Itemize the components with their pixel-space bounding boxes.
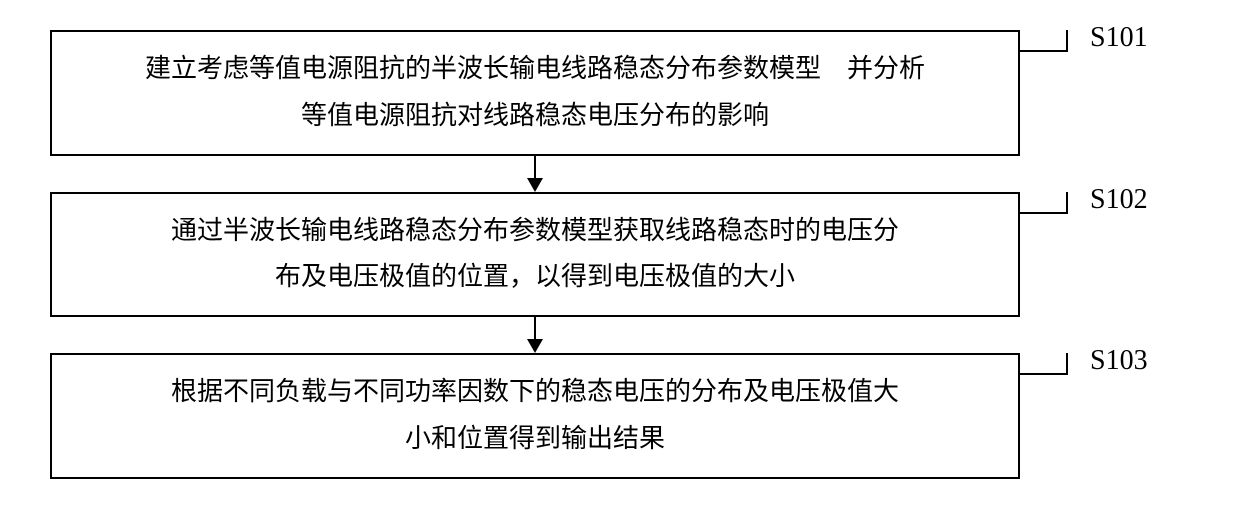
node-text-line: 等值电源阻抗对线路稳态电压分布的影响	[301, 93, 769, 140]
arrow-s101-s102	[50, 156, 1020, 192]
node-text-line: 建立考虑等值电源阻抗的半波长输电线路稳态分布参数模型 并分析	[145, 46, 925, 93]
node-row-2: 通过半波长输电线路稳态分布参数模型获取线路稳态时的电压分 布及电压极值的位置，以…	[50, 192, 1190, 318]
arrow-s102-s103	[50, 317, 1020, 353]
flowchart-node-s103: 根据不同负载与不同功率因数下的稳态电压的分布及电压极值大 小和位置得到输出结果	[50, 353, 1020, 479]
node-label-s101: S101	[1090, 22, 1148, 54]
node-text-line: 小和位置得到输出结果	[405, 416, 665, 463]
arrow-head-icon	[527, 178, 543, 192]
node-label-s102: S102	[1090, 184, 1148, 216]
node-text-line: 根据不同负载与不同功率因数下的稳态电压的分布及电压极值大	[171, 369, 899, 416]
label-connector	[1020, 30, 1068, 52]
arrow-head-icon	[527, 339, 543, 353]
label-connector	[1020, 192, 1068, 214]
flowchart-node-s102: 通过半波长输电线路稳态分布参数模型获取线路稳态时的电压分 布及电压极值的位置，以…	[50, 192, 1020, 318]
flowchart-container: 建立考虑等值电源阻抗的半波长输电线路稳态分布参数模型 并分析 等值电源阻抗对线路…	[50, 30, 1190, 479]
label-connector	[1020, 353, 1068, 375]
node-row-1: 建立考虑等值电源阻抗的半波长输电线路稳态分布参数模型 并分析 等值电源阻抗对线路…	[50, 30, 1190, 156]
node-row-3: 根据不同负载与不同功率因数下的稳态电压的分布及电压极值大 小和位置得到输出结果 …	[50, 353, 1190, 479]
flowchart-node-s101: 建立考虑等值电源阻抗的半波长输电线路稳态分布参数模型 并分析 等值电源阻抗对线路…	[50, 30, 1020, 156]
node-text-line: 布及电压极值的位置，以得到电压极值的大小	[275, 254, 795, 301]
node-text-line: 通过半波长输电线路稳态分布参数模型获取线路稳态时的电压分	[171, 208, 899, 255]
node-label-s103: S103	[1090, 345, 1148, 377]
